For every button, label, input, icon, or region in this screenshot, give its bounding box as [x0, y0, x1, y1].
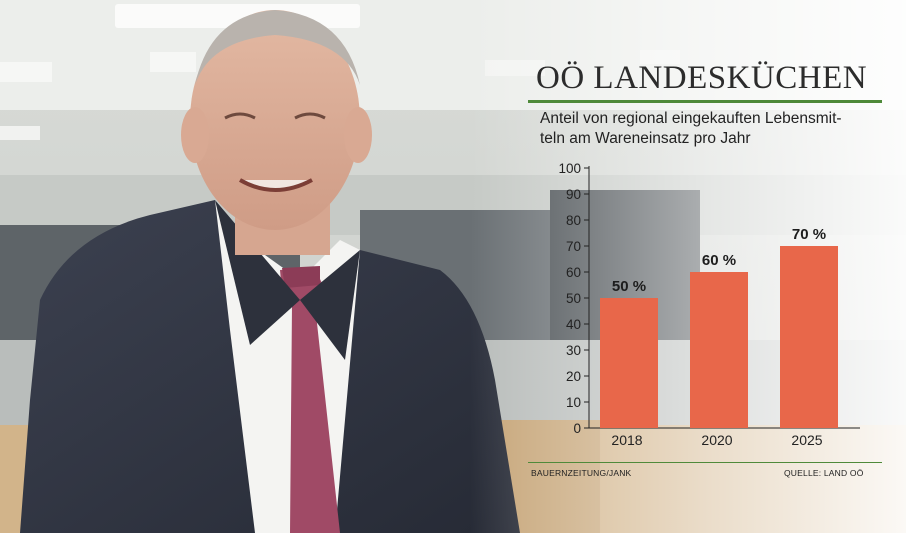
background-photo	[0, 0, 906, 533]
